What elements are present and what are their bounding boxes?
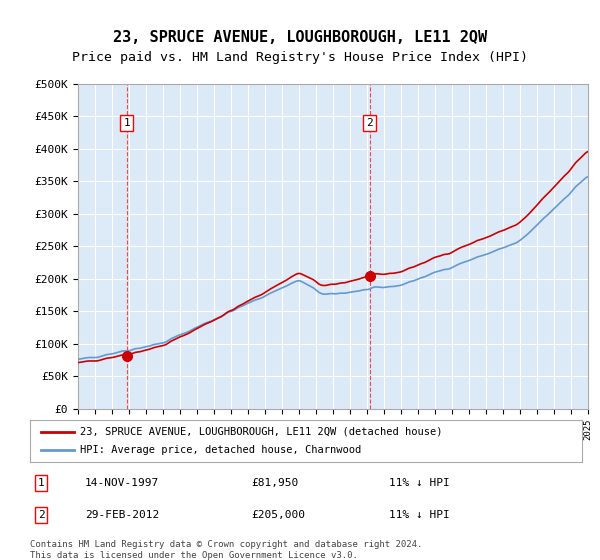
Text: 1: 1 bbox=[124, 118, 130, 128]
Text: 2: 2 bbox=[367, 118, 373, 128]
Text: £81,950: £81,950 bbox=[251, 478, 298, 488]
Text: 29-FEB-2012: 29-FEB-2012 bbox=[85, 510, 160, 520]
Text: 23, SPRUCE AVENUE, LOUGHBOROUGH, LE11 2QW: 23, SPRUCE AVENUE, LOUGHBOROUGH, LE11 2Q… bbox=[113, 30, 487, 45]
Text: 11% ↓ HPI: 11% ↓ HPI bbox=[389, 478, 449, 488]
Text: 14-NOV-1997: 14-NOV-1997 bbox=[85, 478, 160, 488]
Text: 23, SPRUCE AVENUE, LOUGHBOROUGH, LE11 2QW (detached house): 23, SPRUCE AVENUE, LOUGHBOROUGH, LE11 2Q… bbox=[80, 427, 442, 437]
Text: 2: 2 bbox=[38, 510, 44, 520]
Text: Price paid vs. HM Land Registry's House Price Index (HPI): Price paid vs. HM Land Registry's House … bbox=[72, 52, 528, 64]
Text: £205,000: £205,000 bbox=[251, 510, 305, 520]
Text: Contains HM Land Registry data © Crown copyright and database right 2024.
This d: Contains HM Land Registry data © Crown c… bbox=[30, 540, 422, 560]
Text: HPI: Average price, detached house, Charnwood: HPI: Average price, detached house, Char… bbox=[80, 445, 361, 455]
Text: 11% ↓ HPI: 11% ↓ HPI bbox=[389, 510, 449, 520]
Text: 1: 1 bbox=[38, 478, 44, 488]
